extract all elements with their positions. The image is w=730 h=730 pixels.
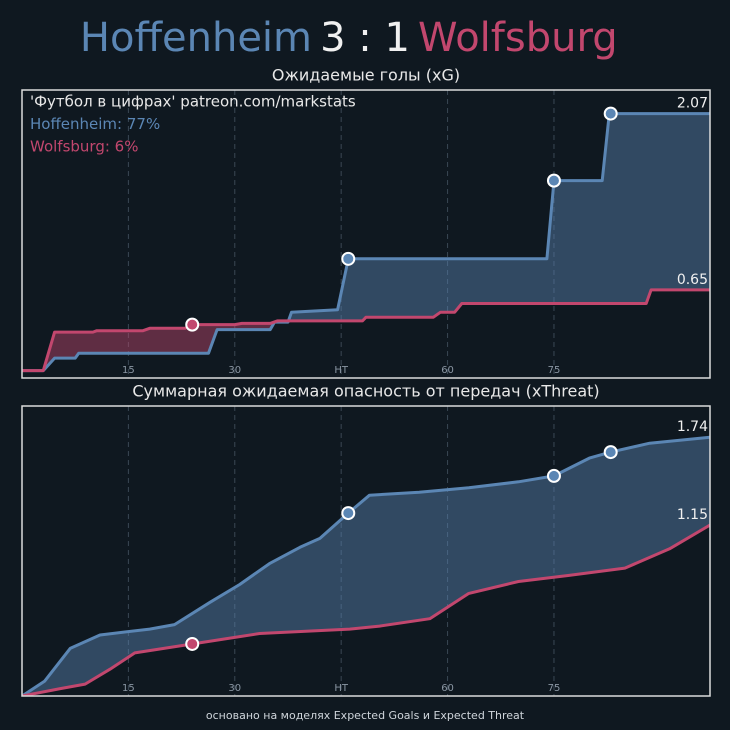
x-tick-label: 75 [548, 365, 561, 376]
goal-marker [546, 173, 561, 188]
away-team: Wolfsburg [418, 15, 618, 61]
series-line [22, 288, 710, 373]
end-value-label: 1.74 [677, 419, 708, 435]
end-value-label: 0.65 [677, 272, 708, 288]
x-tick-label: HT [334, 365, 349, 376]
annotation: Wolfsburg: 6% [30, 138, 138, 156]
series-line [22, 523, 710, 696]
goal-marker [185, 636, 200, 651]
goal-marker [603, 445, 618, 460]
goal-marker [341, 506, 356, 521]
end-value-label: 1.15 [677, 507, 708, 523]
plot-frame [21, 89, 711, 379]
goal-marker [546, 468, 561, 483]
x-tick-label: 75 [548, 683, 561, 694]
footer: основано на моделях Expected Goals и Exp… [206, 709, 525, 722]
x-tick-label: HT [334, 683, 349, 694]
goal-marker [341, 251, 356, 266]
chart-title: Ожидаемые голы (xG) [272, 66, 460, 85]
home-team: Hoffenheim [80, 15, 312, 61]
series-line [22, 435, 710, 696]
annotation: Hoffenheim: 77% [30, 115, 160, 133]
end-value-label: 2.07 [677, 96, 708, 112]
x-tick-label: 30 [228, 683, 241, 694]
score: 3 : 1 [320, 15, 410, 61]
plot-frame [21, 405, 711, 697]
x-tick-label: 60 [441, 683, 454, 694]
x-tick-label: 60 [441, 365, 454, 376]
x-tick-label: 15 [122, 365, 135, 376]
x-tick-label: 30 [228, 365, 241, 376]
goal-marker [185, 317, 200, 332]
x-tick-label: 15 [122, 683, 135, 694]
chart-title: Суммарная ожидаемая опасность от передач… [132, 382, 599, 401]
goal-marker [603, 106, 618, 121]
annotation: 'Футбол в цифрах' patreon.com/markstats [30, 93, 356, 111]
